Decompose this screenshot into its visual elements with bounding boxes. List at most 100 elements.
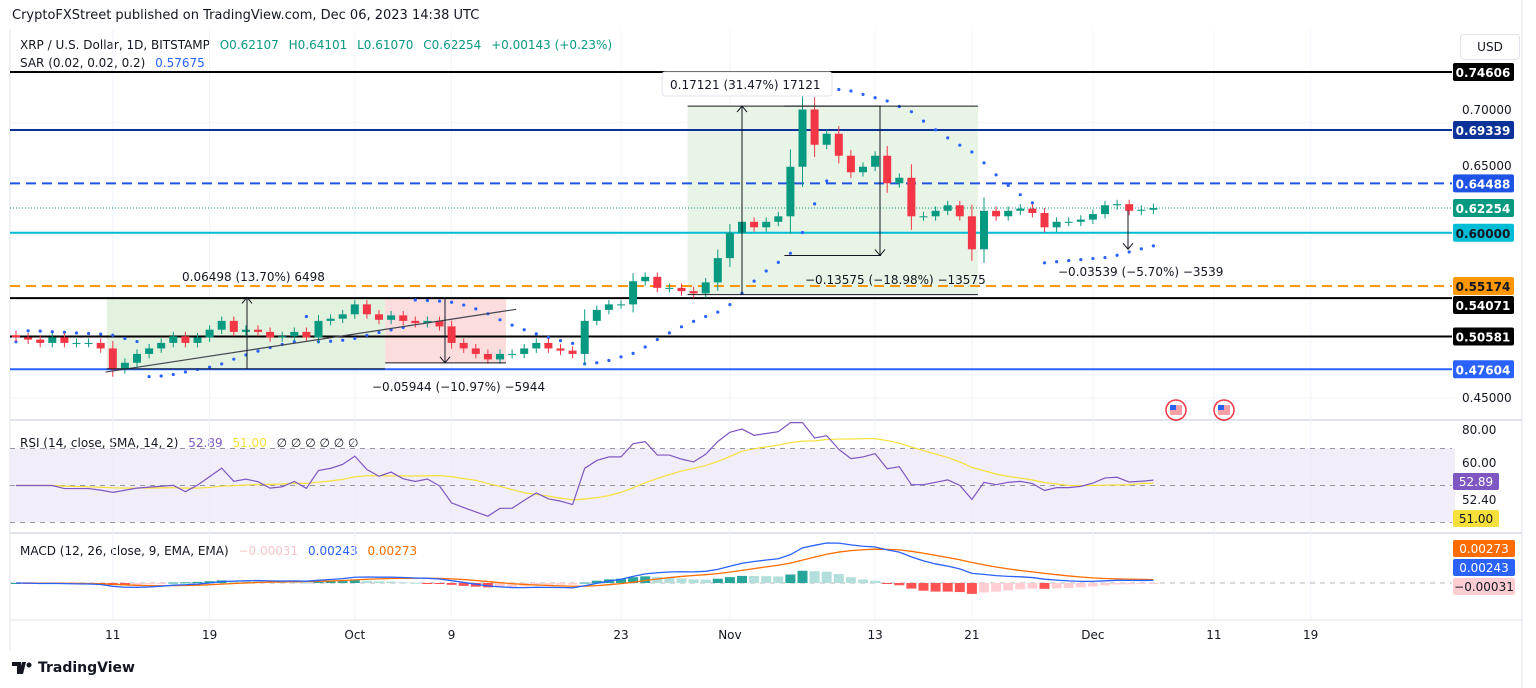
candle-body	[883, 155, 892, 184]
candle-body	[1052, 221, 1061, 228]
macd-histogram-bar	[858, 579, 868, 583]
sar-dot	[99, 332, 103, 336]
macd-histogram-bar	[761, 576, 772, 583]
sar-dot	[341, 338, 345, 342]
candle-body	[1088, 214, 1097, 220]
candle-body	[653, 276, 662, 288]
macd-hist-badge-label: −0.00031	[1454, 580, 1514, 594]
macd-histogram-bar	[845, 577, 856, 583]
candle-body	[774, 216, 783, 222]
sar-dot	[946, 136, 950, 140]
candle-body	[713, 258, 722, 283]
publisher-caption: CryptoFXStreet published on TradingView.…	[12, 8, 480, 23]
sar-dot	[220, 362, 224, 366]
low-value: L0.61070	[357, 38, 414, 52]
symbol-legend: XRP / U.S. Dollar, 1D, BITSTAMP O0.62107…	[20, 38, 618, 52]
candle-body	[72, 342, 81, 344]
rsi-label[interactable]: RSI (14, close, SMA, 14, 2)	[20, 436, 179, 450]
macd-histogram-bar	[144, 583, 155, 585]
sar-dot	[1151, 244, 1155, 248]
sar-value: 0.57675	[155, 56, 205, 70]
candle-body	[544, 342, 553, 349]
candle-body	[60, 337, 69, 343]
rsi-line	[16, 422, 1154, 517]
candle-body	[520, 348, 529, 354]
price-badge	[1453, 295, 1514, 314]
macd-histogram-bar	[458, 583, 469, 586]
macd-histogram-bar	[240, 580, 251, 583]
candle-body	[338, 314, 347, 319]
price-badge	[1453, 198, 1514, 217]
measure-label: −0.05944 (−10.97%) −5944	[372, 380, 545, 394]
candle-body	[157, 342, 166, 349]
price-badge	[1453, 120, 1514, 139]
price-badge	[1453, 174, 1514, 193]
candle-body	[955, 205, 964, 217]
candle-body	[919, 216, 928, 218]
macd-histogram-bar	[277, 582, 288, 584]
price-badge-label: 0.69339	[1456, 124, 1511, 138]
sar-dot	[558, 339, 563, 343]
macd-histogram-bar	[495, 583, 505, 588]
trendline	[105, 308, 517, 373]
sar-dot	[462, 303, 466, 307]
sar-label[interactable]: SAR (0.02, 0.02, 0.2)	[20, 56, 146, 70]
macd-line	[15, 542, 1154, 589]
candle-body	[859, 166, 867, 173]
sar-dot	[437, 299, 442, 303]
sar-dot	[704, 314, 708, 319]
candle-body	[1064, 221, 1073, 223]
macd-histogram-bar	[410, 582, 421, 584]
macd-histogram-bar	[1148, 583, 1159, 584]
candle-body	[992, 210, 1001, 217]
macd-histogram-bar	[374, 581, 384, 583]
sar-dot	[716, 310, 720, 314]
macd-histogram-bar	[894, 583, 905, 586]
candle-body	[786, 166, 795, 217]
price-badge	[1453, 360, 1514, 379]
open-value: O0.62107	[219, 38, 279, 52]
macd-hist-badge	[1453, 578, 1515, 595]
sar-legend: SAR (0.02, 0.02, 0.2) 0.57675	[20, 56, 211, 70]
currency-button[interactable]: USD	[1460, 34, 1520, 60]
x-tick-label: 19	[1303, 628, 1318, 642]
sar-dot	[752, 279, 756, 283]
macd-histogram-bar	[567, 583, 578, 585]
candle-body	[980, 210, 988, 250]
x-tick-label: Dec	[1081, 628, 1104, 642]
macd-histogram-bar	[192, 581, 203, 583]
macd-legend: MACD (12, 26, close, 9, EMA, EMA) −0.000…	[20, 544, 423, 558]
sar-dot	[87, 331, 91, 336]
macd-histogram-bar	[652, 576, 663, 583]
candle-body	[387, 315, 396, 320]
candle-body	[350, 304, 359, 315]
tradingview-logo[interactable]: TradingView	[12, 660, 135, 676]
us-flag-event-icon	[1218, 405, 1224, 410]
macd-signal-badge-label: 0.00273	[1459, 542, 1509, 556]
sar-dot	[595, 361, 599, 365]
sar-dot	[1042, 261, 1047, 265]
sar-dot	[728, 302, 732, 307]
candle-body	[1028, 208, 1037, 213]
sar-dot	[1115, 253, 1119, 257]
macd-histogram-bar	[918, 583, 929, 591]
sar-dot	[643, 345, 647, 349]
x-tick-label: 11	[105, 628, 120, 642]
sar-dot	[1006, 183, 1010, 187]
macd-histogram-bar	[1003, 583, 1014, 591]
macd-histogram-bar	[664, 577, 675, 583]
macd-signal-value: 0.00273	[367, 544, 418, 558]
macd-histogram-bar	[156, 583, 167, 584]
candle-body	[290, 331, 299, 337]
candle-body	[846, 155, 855, 173]
candle-body	[36, 339, 45, 343]
macd-histogram-bar	[640, 576, 651, 583]
candle-body	[931, 210, 940, 217]
macd-histogram-bar	[882, 583, 893, 584]
macd-label[interactable]: MACD (12, 26, close, 9, EMA, EMA)	[20, 544, 229, 558]
macd-histogram-bar	[591, 580, 602, 583]
sar-dot	[692, 319, 696, 323]
sar-dot	[1091, 256, 1095, 261]
symbol-name[interactable]: XRP / U.S. Dollar, 1D, BITSTAMP	[20, 38, 210, 52]
